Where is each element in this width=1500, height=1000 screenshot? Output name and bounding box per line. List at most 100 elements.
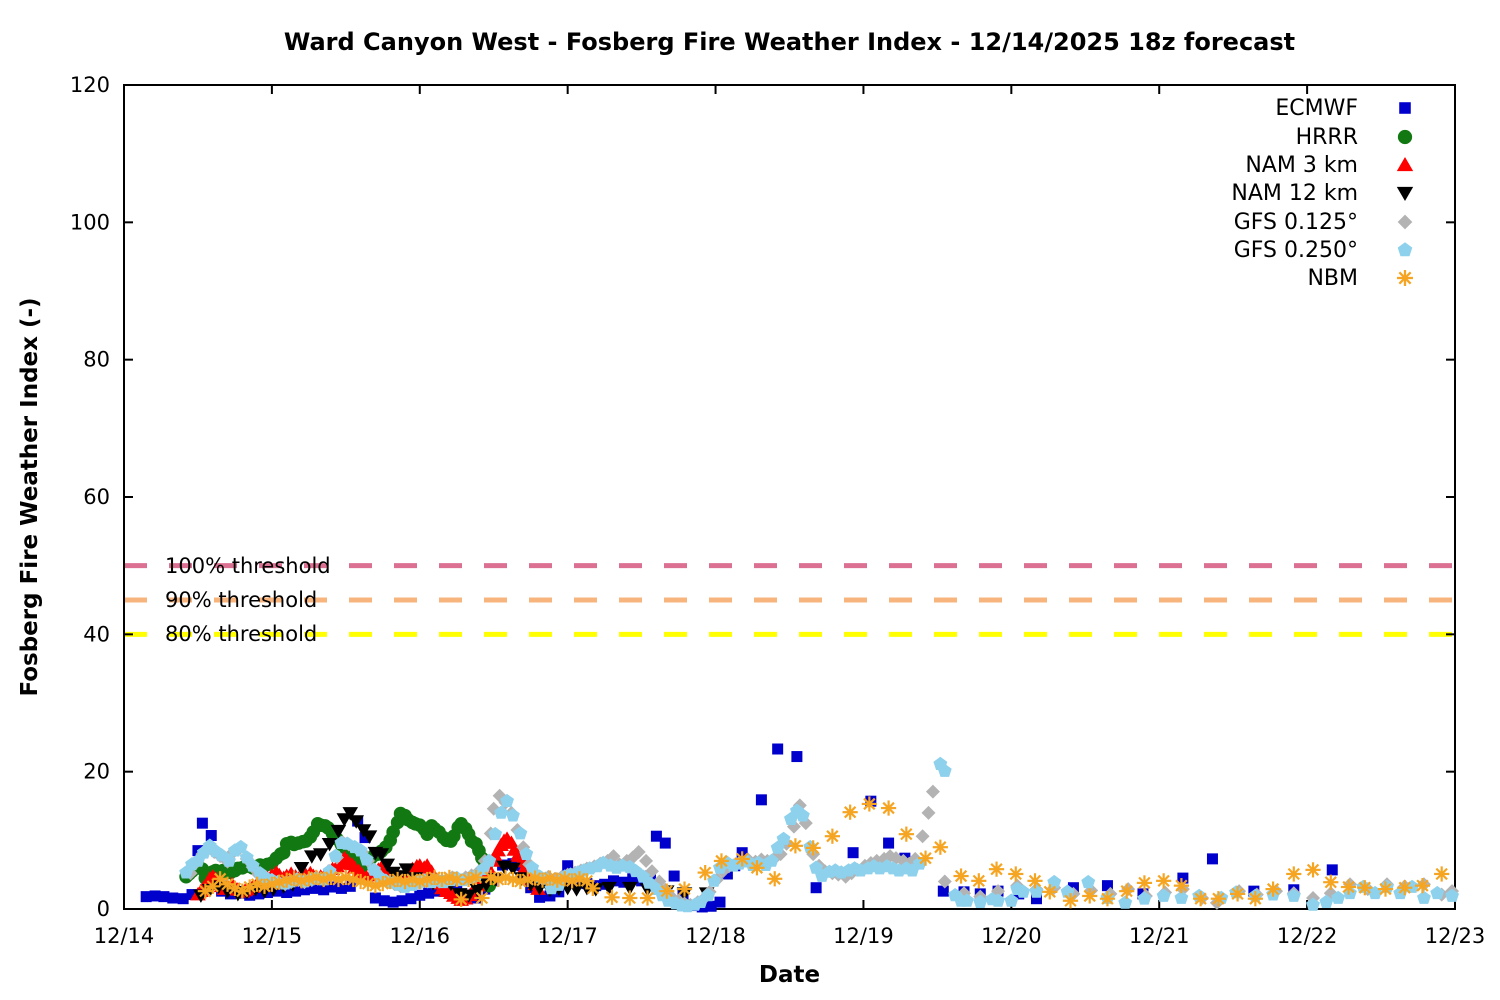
point-square-icon bbox=[387, 896, 399, 908]
point-square-icon bbox=[205, 830, 217, 842]
y-tick-label: 20 bbox=[83, 760, 110, 784]
y-axis-label: Fosberg Fire Weather Index (-) bbox=[17, 297, 43, 697]
point-square-icon bbox=[396, 895, 408, 907]
point-pentagon-icon bbox=[525, 860, 540, 874]
point-square-icon bbox=[847, 847, 859, 859]
legend-label-gfs125: GFS 0.125° bbox=[1233, 209, 1358, 235]
point-square-icon bbox=[369, 892, 381, 904]
point-asterisk-icon bbox=[1230, 886, 1246, 902]
point-square-icon bbox=[414, 889, 426, 901]
point-triangle-down-icon bbox=[621, 881, 638, 896]
point-pentagon-icon bbox=[482, 853, 497, 867]
point-asterisk-icon bbox=[1156, 873, 1172, 889]
point-asterisk-icon bbox=[805, 840, 821, 856]
point-pentagon-icon bbox=[1286, 888, 1301, 902]
y-tick-label: 100 bbox=[70, 210, 110, 234]
nbm-asterisk-icon bbox=[1390, 264, 1420, 292]
pentagon-icon bbox=[1397, 242, 1413, 257]
nam3-triangle-up-icon bbox=[1390, 151, 1420, 179]
point-square-icon bbox=[186, 889, 198, 901]
x-tick-label: 12/16 bbox=[390, 924, 451, 948]
point-asterisk-icon bbox=[1136, 875, 1153, 891]
point-asterisk-icon bbox=[367, 878, 384, 894]
x-tick-label: 12/18 bbox=[685, 924, 746, 948]
point-triangle-down-icon bbox=[398, 863, 415, 877]
point-triangle-down-icon bbox=[348, 815, 364, 829]
point-pentagon-icon bbox=[1118, 895, 1133, 909]
chart-title: Ward Canyon West - Fosberg Fire Weather … bbox=[283, 28, 1296, 56]
ecmwf-square-icon bbox=[1390, 94, 1420, 122]
point-square-icon bbox=[307, 882, 319, 894]
triangle-up-icon bbox=[1396, 157, 1414, 172]
x-tick-label: 12/17 bbox=[537, 924, 598, 948]
point-triangle-down-icon bbox=[330, 824, 347, 839]
point-square-icon bbox=[405, 893, 417, 905]
point-square-icon bbox=[140, 891, 152, 903]
x-tick-label: 12/21 bbox=[1129, 924, 1190, 948]
point-pentagon-icon bbox=[1156, 888, 1171, 902]
point-pentagon-icon bbox=[328, 848, 343, 862]
point-asterisk-icon bbox=[271, 874, 287, 890]
legend-item-nam3: NAM 3 km bbox=[1000, 151, 1420, 179]
point-asterisk-icon bbox=[1434, 866, 1450, 882]
legend-label-gfs250: GFS 0.250° bbox=[1233, 237, 1358, 263]
legend-label-nam12: NAM 12 km bbox=[1231, 180, 1358, 206]
point-asterisk-icon bbox=[1210, 891, 1226, 907]
point-diamond-icon bbox=[921, 805, 936, 820]
point-asterisk-icon bbox=[512, 873, 528, 890]
point-asterisk-icon bbox=[676, 881, 693, 897]
point-asterisk-icon bbox=[1082, 888, 1098, 904]
legend-item-gfs250: GFS 0.250° bbox=[1000, 236, 1420, 264]
legend-item-ecmwf: ECMWF bbox=[1000, 94, 1420, 122]
point-asterisk-icon bbox=[1027, 873, 1043, 889]
point-square-icon bbox=[1326, 864, 1338, 876]
point-asterisk-icon bbox=[1099, 891, 1116, 907]
point-asterisk-icon bbox=[1193, 891, 1209, 907]
point-asterisk-icon bbox=[468, 869, 484, 886]
point-asterisk-icon bbox=[585, 880, 601, 896]
point-triangle-down-icon bbox=[373, 848, 390, 862]
point-triangle-down-icon bbox=[312, 848, 329, 862]
square-icon bbox=[1399, 102, 1411, 114]
point-asterisk-icon bbox=[898, 826, 914, 842]
point-square-icon bbox=[281, 887, 293, 899]
point-pentagon-icon bbox=[1319, 894, 1334, 908]
point-pentagon-icon bbox=[1137, 891, 1152, 905]
y-tick-label: 80 bbox=[83, 348, 110, 372]
point-square-icon bbox=[705, 900, 717, 912]
triangle-down-icon bbox=[1396, 186, 1414, 201]
point-pentagon-icon bbox=[519, 846, 534, 860]
point-square-icon bbox=[659, 837, 671, 849]
point-pentagon-icon bbox=[1016, 884, 1031, 898]
point-asterisk-icon bbox=[453, 891, 469, 907]
x-tick-label: 12/20 bbox=[981, 924, 1042, 948]
y-tick-label: 0 bbox=[97, 897, 110, 921]
point-asterisk-icon bbox=[713, 853, 730, 869]
x-tick-label: 12/14 bbox=[94, 924, 155, 948]
point-triangle-down-icon bbox=[601, 881, 617, 896]
point-asterisk-icon bbox=[917, 850, 934, 866]
point-square-icon bbox=[534, 891, 546, 903]
x-tick-label: 12/23 bbox=[1425, 924, 1486, 948]
point-pentagon-icon bbox=[353, 843, 368, 857]
point-pentagon-icon bbox=[937, 763, 952, 777]
point-triangle-down-icon bbox=[304, 850, 320, 864]
point-triangle-down-icon bbox=[460, 889, 477, 903]
point-pentagon-icon bbox=[1004, 893, 1019, 907]
point-pentagon-icon bbox=[701, 888, 716, 902]
nam12-triangle-down-icon bbox=[1390, 179, 1420, 207]
diamond-icon bbox=[1397, 214, 1413, 230]
point-asterisk-icon bbox=[571, 871, 588, 887]
point-pentagon-icon bbox=[245, 858, 260, 872]
point-asterisk-icon bbox=[1265, 881, 1281, 897]
point-pentagon-icon bbox=[1081, 874, 1096, 889]
point-square-icon bbox=[196, 817, 208, 829]
point-diamond-icon bbox=[915, 829, 930, 844]
point-square-icon bbox=[158, 891, 170, 903]
point-pentagon-icon bbox=[1029, 884, 1044, 898]
point-square-icon bbox=[1101, 880, 1113, 892]
point-asterisk-icon bbox=[389, 871, 406, 888]
point-pentagon-icon bbox=[239, 850, 254, 864]
circle-icon bbox=[1397, 129, 1413, 145]
